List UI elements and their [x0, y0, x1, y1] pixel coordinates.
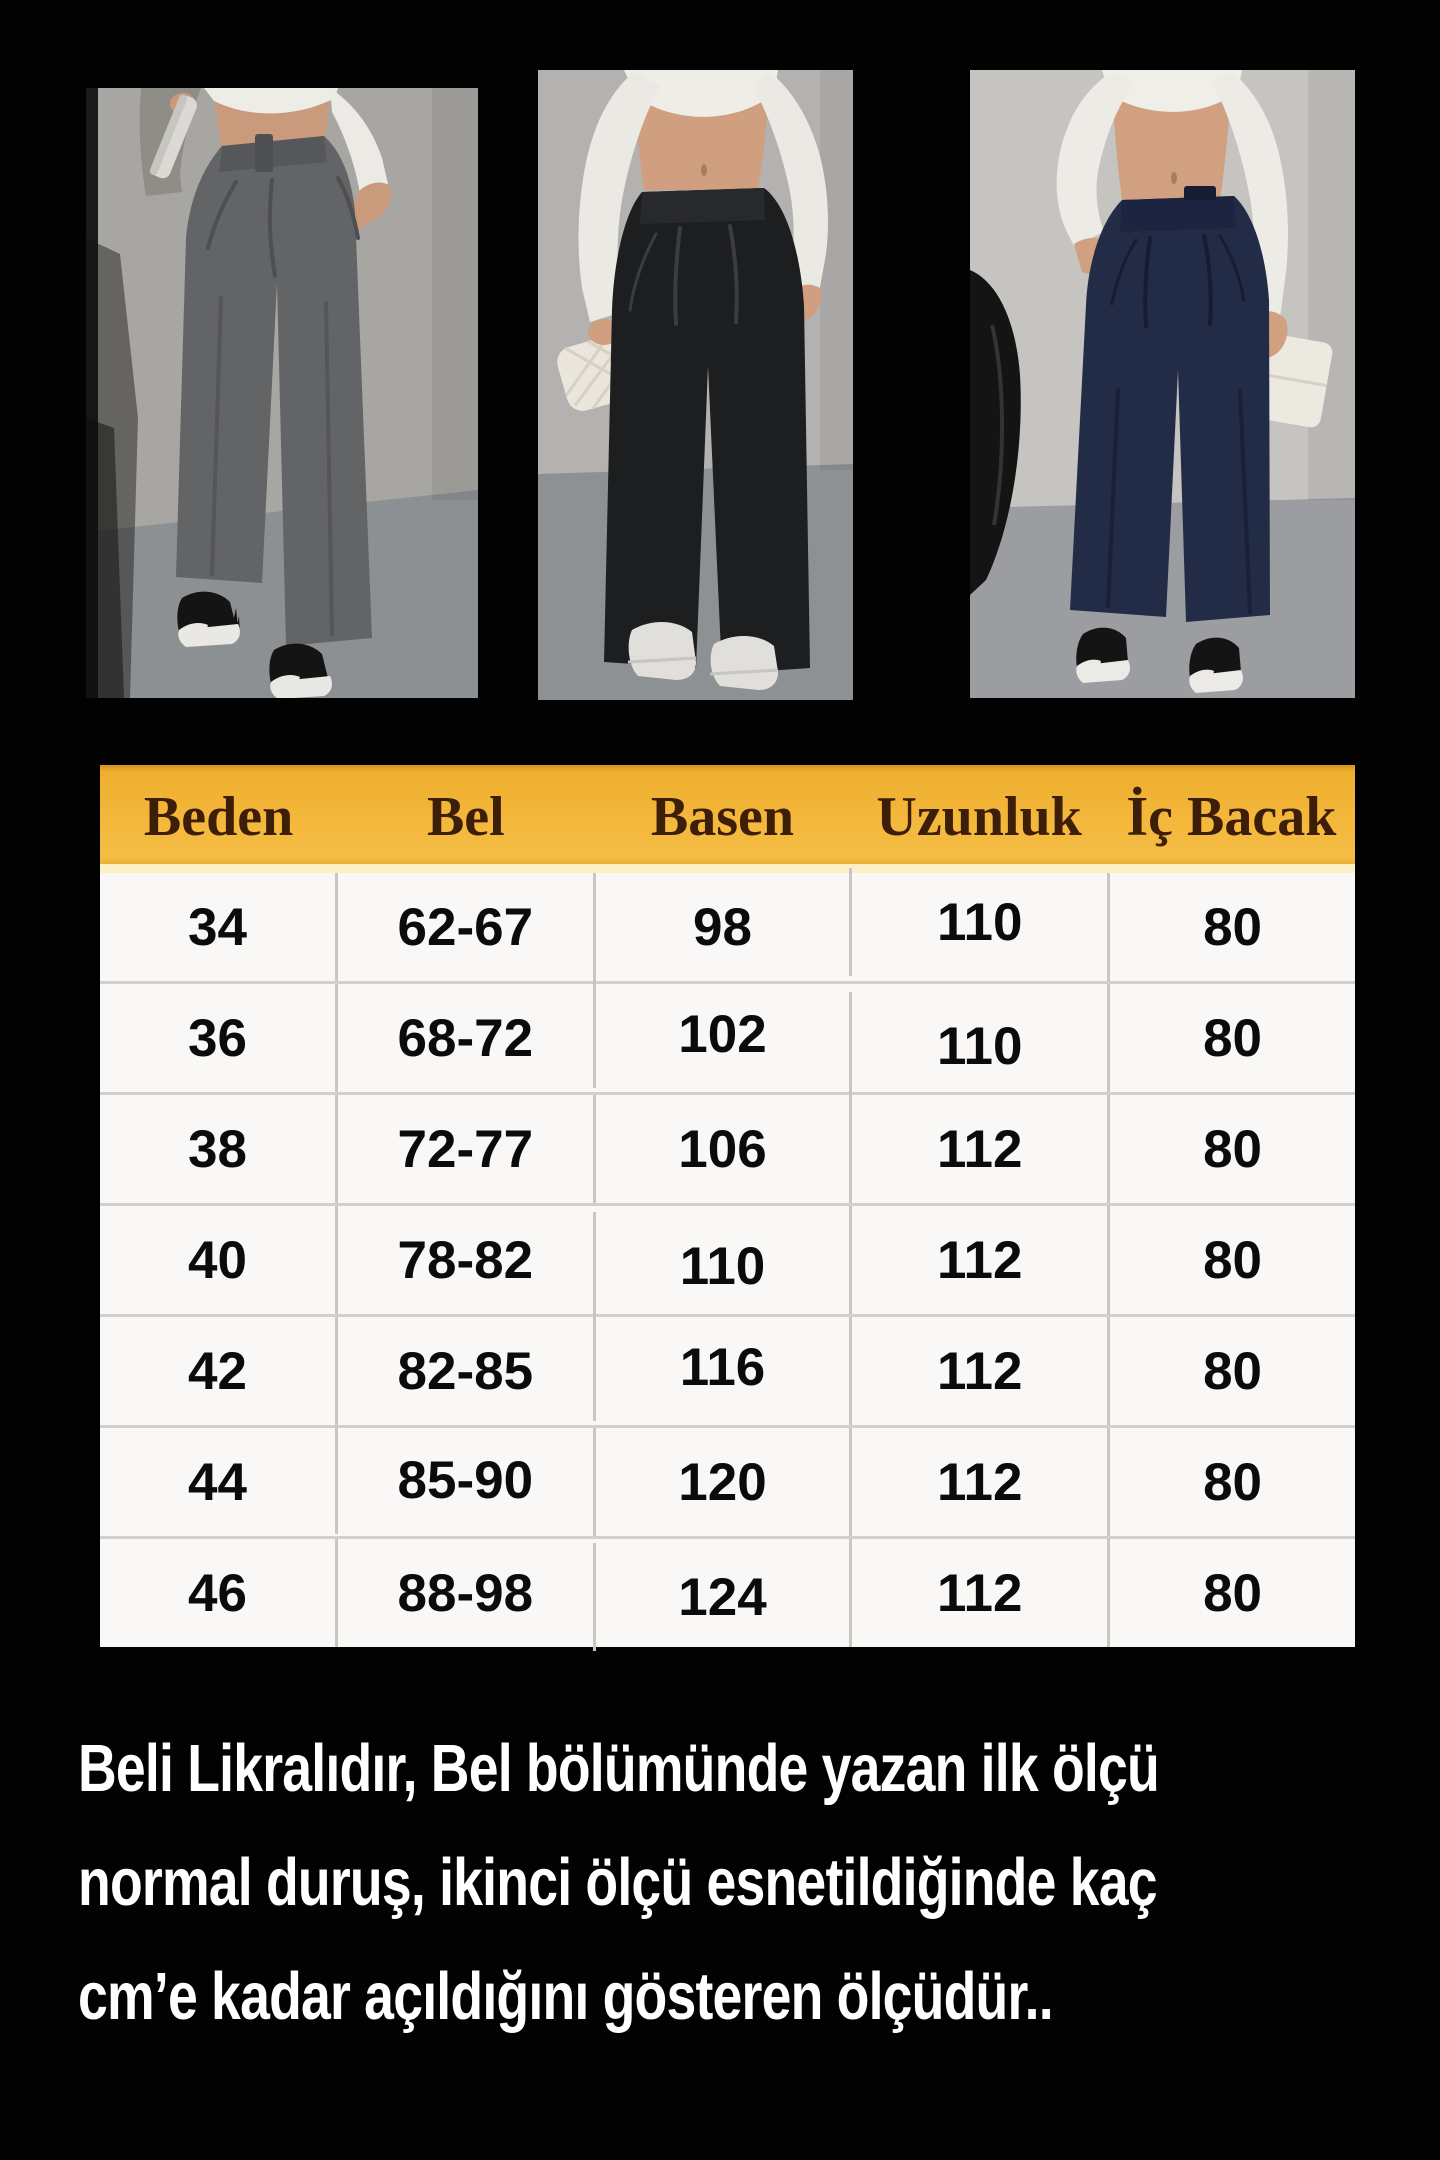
- beden-cell: 46: [187, 1563, 247, 1623]
- basen-cell: 120: [592, 1428, 850, 1536]
- uzunluk-cell: 110: [849, 868, 1107, 976]
- bel-cell: 88-98: [334, 1539, 593, 1647]
- size-row-34: 34 62-67 98 110 80: [100, 868, 1355, 981]
- ic-bacak-cell: 80: [1107, 1539, 1355, 1647]
- uzunluk-cell: 112: [849, 1095, 1107, 1203]
- left-sleeve: [578, 72, 660, 322]
- bel-cell: 72-77: [334, 1095, 593, 1203]
- bel-cell: 68-72: [334, 984, 593, 1092]
- wall-shade: [820, 70, 853, 470]
- basen-cell: 98: [592, 873, 850, 981]
- left-shadow-deep: [86, 418, 124, 698]
- crop-top: [624, 70, 778, 117]
- uzunluk-cell: 112: [849, 1317, 1107, 1425]
- beden-cell: 40: [187, 1230, 247, 1290]
- sneaker-right: [709, 635, 779, 690]
- column-header-basen: Basen: [650, 785, 795, 848]
- pants-gray: [176, 136, 372, 646]
- right-sleeve: [1212, 72, 1288, 318]
- column-header-ic-bacak: İç Bacak: [1126, 785, 1337, 848]
- ic-bacak-cell: 80: [1107, 984, 1355, 1092]
- ic-bacak-cell: 80: [1107, 1428, 1355, 1536]
- pants-seams: [206, 176, 360, 636]
- beden-cell: 34: [187, 897, 247, 957]
- model-photo-navy-pants: [970, 70, 1355, 698]
- basen-cell: 102: [592, 980, 850, 1088]
- uzunluk-cell: 110: [849, 992, 1107, 1100]
- navel: [701, 164, 707, 176]
- beden-cell: 44: [187, 1452, 247, 1512]
- ic-bacak-cell: 80: [1107, 873, 1355, 981]
- basen-cell: 124: [592, 1543, 850, 1651]
- belt-tab: [1184, 186, 1216, 200]
- size-row-36: 36 68-72 102 110 80: [100, 980, 1355, 1100]
- right-sleeve: [330, 88, 388, 194]
- right-sleeve: [752, 72, 828, 298]
- wall-seam-shade: [432, 88, 478, 500]
- uzunluk-cell: 112: [849, 1206, 1107, 1314]
- crop-top: [1102, 70, 1242, 112]
- column-header-beden: Beden: [143, 785, 294, 848]
- bel-cell: 62-67: [334, 873, 593, 981]
- size-chart-body: 34 62-67 98 110 80 36 68-72 102 110 80 3…: [100, 868, 1355, 1651]
- pants-seams: [628, 224, 739, 326]
- size-row-40: 40 78-82 110 112 80: [100, 1203, 1355, 1320]
- basen-cell: 106: [592, 1095, 850, 1203]
- crop-top: [204, 88, 338, 114]
- note-line-3: cm’e kadar açıldığını gösteren ölçüdür..: [78, 1959, 1054, 2034]
- ic-bacak-cell: 80: [1107, 1317, 1355, 1425]
- basen-cell: 116: [592, 1313, 850, 1421]
- column-header-uzunluk: Uzunluk: [876, 785, 1082, 848]
- wall-seam-shade: [1308, 70, 1355, 500]
- ic-bacak-cell: 80: [1107, 1095, 1355, 1203]
- white-clutch-wallet: [1255, 334, 1333, 428]
- pants-waistband: [640, 188, 765, 224]
- sneaker-right: [1189, 637, 1243, 693]
- belt-tab: [255, 134, 273, 172]
- beden-cell: 36: [187, 1008, 247, 1068]
- note-line-1: Beli Likralıdır, Bel bölümünde yazan ilk…: [78, 1731, 1160, 1806]
- gray-pants-illustration: [86, 88, 478, 698]
- basen-cell: 110: [592, 1212, 850, 1320]
- uzunluk-cell: 112: [849, 1539, 1107, 1647]
- model-photo-gray-pants: [86, 88, 478, 698]
- pants-navy: [1070, 196, 1270, 622]
- bel-cell: 78-82: [334, 1206, 593, 1314]
- column-header-bel: Bel: [426, 785, 505, 848]
- size-chart-header-row: Beden Bel Basen Uzunluk İç Bacak: [100, 765, 1355, 873]
- navy-pants-illustration: [970, 70, 1355, 698]
- bel-cell: 82-85: [334, 1317, 593, 1425]
- pants-waistband: [1120, 196, 1236, 232]
- rolled-magazine: [149, 94, 197, 179]
- left-sleeve: [1056, 72, 1136, 246]
- beden-cell: 42: [187, 1341, 247, 1401]
- black-pants-illustration: [538, 70, 853, 700]
- pants-seams: [1106, 234, 1252, 614]
- size-row-46: 46 88-98 124 112 80: [100, 1536, 1355, 1651]
- black-cushion: [970, 270, 1021, 595]
- sneaker-left: [177, 591, 240, 647]
- sneaker-right: [269, 643, 332, 698]
- right-hand: [350, 182, 392, 230]
- bel-cell: 85-90: [334, 1426, 593, 1534]
- uzunluk-cell: 112: [849, 1428, 1107, 1536]
- sneaker-left: [627, 621, 697, 680]
- size-row-42: 42 82-85 116 112 80: [100, 1313, 1355, 1425]
- beden-cell: 38: [187, 1119, 247, 1179]
- ic-bacak-cell: 80: [1107, 1206, 1355, 1314]
- navel: [1171, 172, 1177, 184]
- size-row-38: 38 72-77 106 112 80: [100, 1092, 1355, 1203]
- size-row-44: 44 85-90 120 112 80: [100, 1425, 1355, 1536]
- note-line-2: normal duruş, ikinci ölçü esnetildiğinde…: [78, 1845, 1158, 1920]
- cushion-fold: [990, 324, 1005, 526]
- size-chart-table: Beden Bel Basen Uzunluk İç Bacak 34 62-6…: [100, 765, 1355, 1651]
- model-photo-black-pants: [538, 70, 853, 700]
- sneaker-left: [1076, 627, 1130, 683]
- pants-black: [604, 188, 810, 674]
- lycra-waist-note: Beli Likralıdır, Bel bölümünde yazan ilk…: [78, 1712, 1418, 2054]
